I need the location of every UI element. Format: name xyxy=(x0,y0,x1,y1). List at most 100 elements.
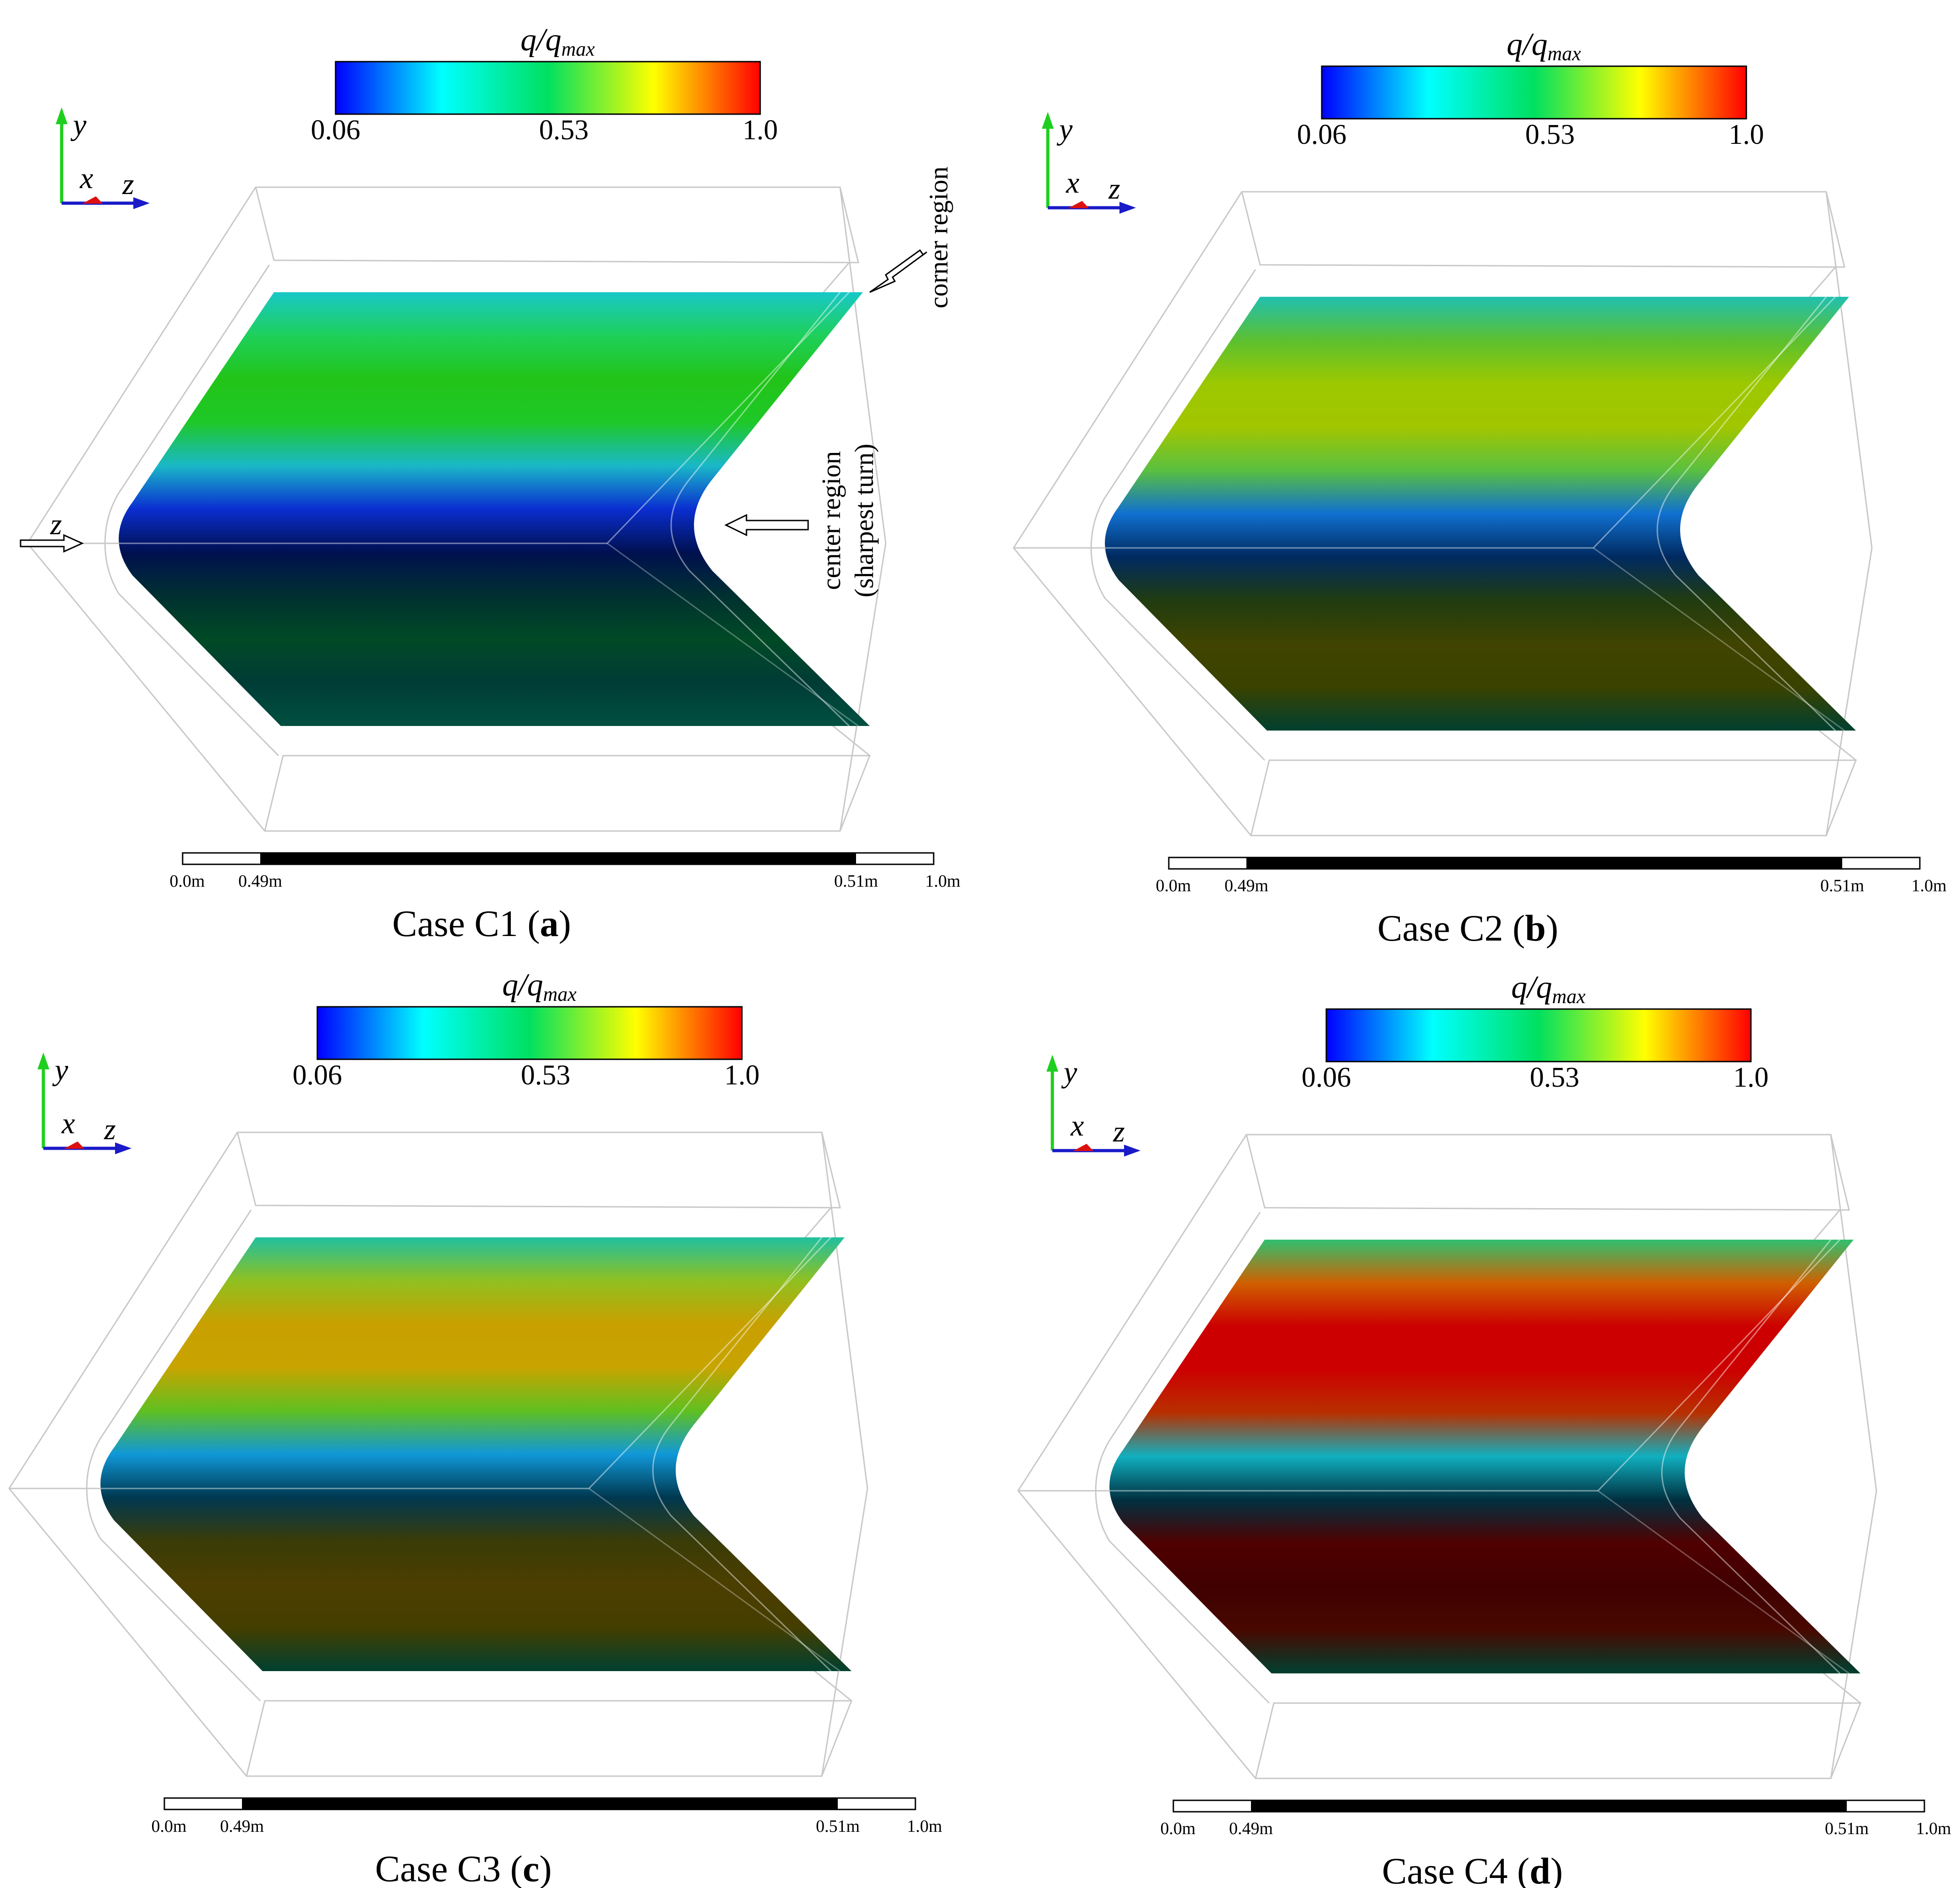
centerline xyxy=(119,291,850,544)
colorbar-label: q/qmax xyxy=(1511,970,1586,1008)
z-arrowhead xyxy=(133,197,150,209)
colorbar-label-sub: max xyxy=(1552,985,1586,1008)
heat-flux-surface xyxy=(100,1237,851,1671)
inner-wall-curve xyxy=(670,292,850,727)
y-arrowhead xyxy=(37,1052,49,1069)
corner-arrow xyxy=(869,249,927,293)
y-arrowhead xyxy=(1042,112,1054,129)
scale-label-2: 0.51m xyxy=(1825,1819,1869,1838)
colorbar: q/qmax 0.06 0.53 1.0 xyxy=(311,22,778,146)
top-face xyxy=(255,187,859,263)
colorbar-tick-1: 0.53 xyxy=(521,1060,571,1091)
left-wall-curve xyxy=(1095,1212,1270,1704)
scale-label-1: 0.49m xyxy=(1229,1819,1273,1838)
scale-label-0: 0.0m xyxy=(151,1817,186,1836)
x-axis-label: x xyxy=(79,162,93,195)
y-arrowhead xyxy=(56,107,68,124)
x-axis-arrow xyxy=(82,196,103,204)
colorbar-tick-0: 0.06 xyxy=(311,115,361,146)
x-axis-label: x xyxy=(1070,1109,1084,1142)
scale-label-2: 0.51m xyxy=(1820,876,1864,895)
colorbar-tick-1: 0.53 xyxy=(1530,1062,1580,1093)
case-caption-text: Case C4 ( xyxy=(1382,1850,1529,1888)
centerline xyxy=(1105,296,1836,549)
colorbar-tick-0: 0.06 xyxy=(1302,1062,1351,1093)
heat-flux-surface xyxy=(119,292,870,726)
panel-d: q/qmax 0.06 0.53 1.0 yx z 0.0m 0.49m 0.51m 1.0m Ca… xyxy=(1017,970,1951,1888)
y-axis-label: y xyxy=(70,108,87,142)
bottom-face xyxy=(246,1700,853,1777)
z-arrowhead xyxy=(115,1142,131,1154)
case-caption-close: ) xyxy=(539,1848,552,1888)
inner-wall-curve xyxy=(1656,296,1836,731)
panel-c: q/qmax 0.06 0.53 1.0 yx z 0.0m 0.49m 0.51m 1.0m Ca… xyxy=(8,968,942,1888)
case-caption-text: Case C2 ( xyxy=(1377,907,1525,949)
centerline xyxy=(100,1236,832,1489)
axes-triad: yx z xyxy=(1042,112,1136,214)
left-wall-curve xyxy=(104,264,279,757)
colorbar-tick-1: 0.53 xyxy=(539,115,589,146)
scale-bar-fill xyxy=(242,1798,838,1809)
axes-triad: yx z xyxy=(1046,1055,1140,1157)
z-axis-label: z xyxy=(104,1113,116,1146)
case-caption-letter: b xyxy=(1525,907,1546,949)
scale-bar: 0.0m 0.49m 0.51m 1.0m xyxy=(1160,1799,1951,1838)
top-face xyxy=(1245,1134,1850,1211)
case-caption: Case C1 (a) xyxy=(392,903,571,944)
scale-bar-fill xyxy=(260,853,856,864)
case-caption-text: Case C1 ( xyxy=(392,903,540,944)
scale-label-3: 1.0m xyxy=(1911,876,1946,895)
colorbar: q/qmax 0.06 0.53 1.0 xyxy=(1302,970,1769,1093)
colorbar-tick-2: 1.0 xyxy=(742,115,778,146)
colorbar-label: q/qmax xyxy=(1507,27,1581,65)
inlet-arrow xyxy=(20,534,84,553)
case-caption-close: ) xyxy=(1546,907,1558,949)
colorbar-label-main: q/q xyxy=(1507,27,1547,62)
scale-label-2: 0.51m xyxy=(816,1817,860,1836)
case-caption-letter: d xyxy=(1529,1850,1550,1888)
left-wall-curve xyxy=(1090,269,1266,761)
colorbar-label-sub: max xyxy=(561,38,595,60)
colorbar-tick-2: 1.0 xyxy=(1729,119,1764,150)
colorbar-label: q/qmax xyxy=(502,968,577,1005)
colorbar-label-sub: max xyxy=(1547,42,1581,65)
scale-label-3: 1.0m xyxy=(1916,1819,1951,1838)
z-axis-label: z xyxy=(1113,1115,1125,1148)
x-axis-arrow xyxy=(1068,201,1089,208)
scale-bar: 0.0m 0.49m 0.51m 1.0m xyxy=(169,852,961,891)
scale-bar: 0.0m 0.49m 0.51m 1.0m xyxy=(151,1797,942,1836)
axes-triad: yx z xyxy=(37,1052,131,1154)
colorbar-label-main: q/q xyxy=(1511,970,1552,1005)
scale-bar-fill xyxy=(1251,1800,1847,1812)
centerline-lower xyxy=(1593,547,1845,731)
case-caption-text: Case C3 ( xyxy=(375,1848,522,1888)
y-arrowhead xyxy=(1046,1055,1058,1072)
inlet-z-label: z xyxy=(50,508,62,541)
colorbar-gradient xyxy=(316,1006,743,1060)
colorbar-label-sub: max xyxy=(543,983,577,1005)
scale-label-0: 0.0m xyxy=(169,872,205,891)
colorbar-tick-2: 1.0 xyxy=(1733,1062,1769,1093)
scale-bar-fill xyxy=(1246,857,1842,869)
x-axis-label: x xyxy=(61,1107,75,1140)
inner-wall-curve xyxy=(652,1237,832,1672)
scale-bar: 0.0m 0.49m 0.51m 1.0m xyxy=(1156,857,1947,895)
centerline-lower xyxy=(589,1488,841,1672)
x-axis-arrow xyxy=(64,1141,84,1149)
z-arrowhead xyxy=(1124,1145,1140,1157)
inner-wall-curve xyxy=(1661,1239,1841,1674)
heat-flux-surface xyxy=(1105,297,1856,731)
left-wall-curve xyxy=(86,1210,261,1702)
z-axis-label: z xyxy=(122,168,134,201)
case-caption-close: ) xyxy=(559,903,571,944)
bottom-face xyxy=(1255,1702,1862,1779)
x-axis-label: x xyxy=(1066,166,1079,200)
z-axis-label: z xyxy=(1108,172,1120,205)
center-arrow xyxy=(724,514,809,536)
scale-label-1: 0.49m xyxy=(238,872,282,891)
scale-label-3: 1.0m xyxy=(925,872,960,891)
centerline-lower xyxy=(1597,1490,1850,1674)
case-caption: Case C2 (b) xyxy=(1377,907,1558,949)
